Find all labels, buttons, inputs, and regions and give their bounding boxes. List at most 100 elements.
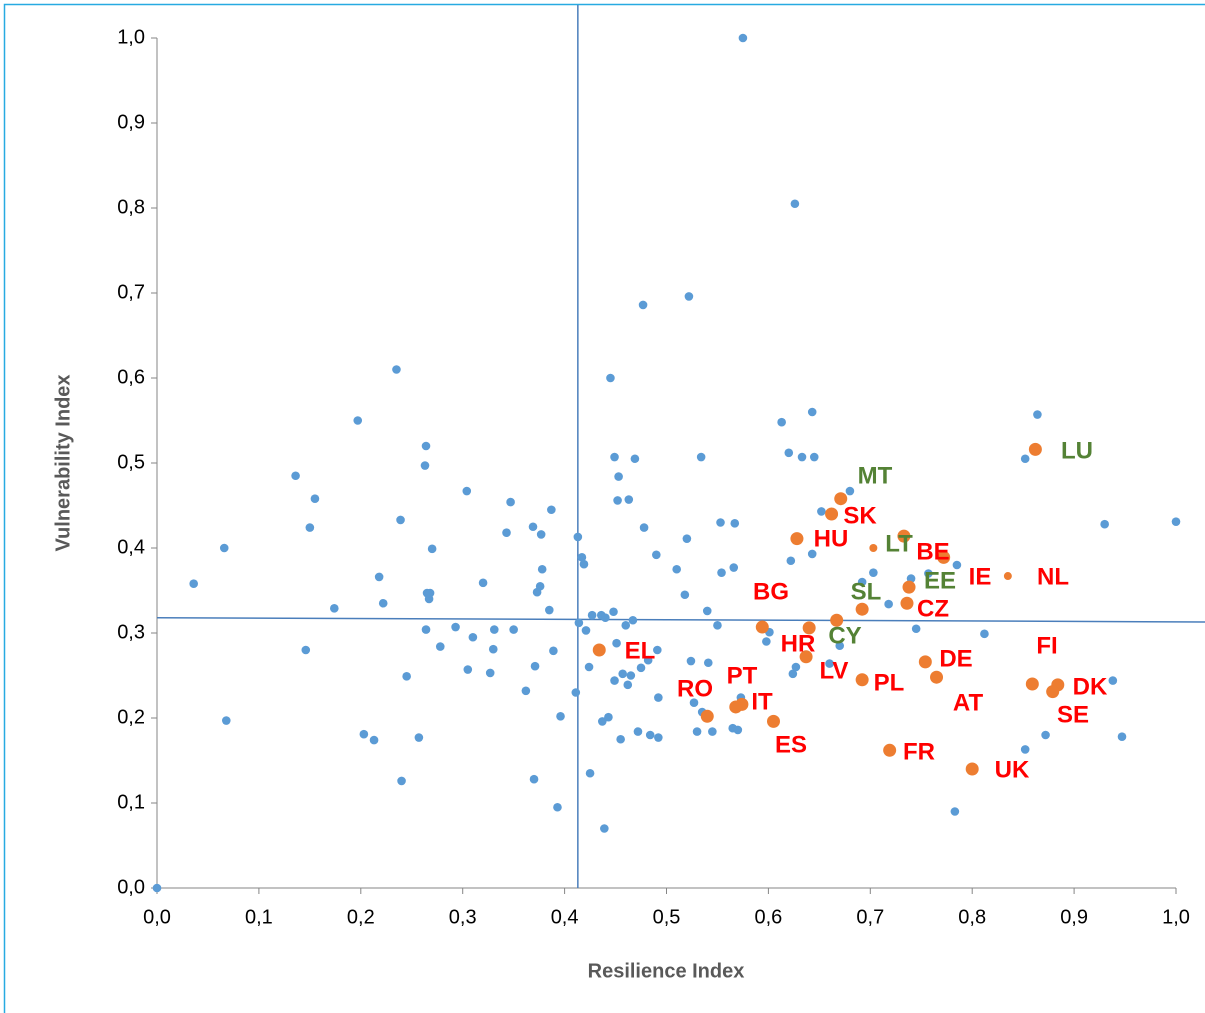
point xyxy=(616,734,625,744)
point xyxy=(359,729,369,739)
point xyxy=(310,494,320,504)
point xyxy=(600,824,609,833)
country-point xyxy=(825,507,839,521)
point xyxy=(762,637,771,646)
point xyxy=(374,572,384,582)
country-label: UK xyxy=(995,756,1030,783)
point xyxy=(835,641,845,651)
point xyxy=(584,662,594,672)
country-label: SL xyxy=(851,578,882,605)
point xyxy=(579,559,589,569)
country-label: MT xyxy=(858,462,893,489)
point xyxy=(485,668,495,678)
x-tick-label: 0,2 xyxy=(347,906,375,928)
country-point xyxy=(1025,677,1039,691)
point xyxy=(468,632,478,642)
country-label: CY xyxy=(828,622,861,649)
point xyxy=(825,659,834,668)
point xyxy=(807,549,817,559)
point xyxy=(556,712,565,721)
point xyxy=(911,624,921,634)
country-point xyxy=(1028,442,1042,456)
country-point xyxy=(729,700,743,714)
country-label: EE xyxy=(924,567,956,594)
point xyxy=(537,564,547,574)
point xyxy=(610,452,619,462)
country-point xyxy=(897,529,911,543)
point xyxy=(713,621,722,630)
point xyxy=(535,581,545,591)
point xyxy=(612,638,621,648)
point xyxy=(581,626,591,635)
point xyxy=(638,300,648,310)
point xyxy=(703,658,713,668)
point xyxy=(626,671,636,680)
point xyxy=(585,768,595,778)
point xyxy=(598,717,607,726)
point xyxy=(708,727,717,736)
point xyxy=(353,416,363,425)
point xyxy=(716,518,725,527)
y-tick-label: 0,4 xyxy=(117,536,145,558)
point xyxy=(788,669,798,679)
point xyxy=(573,532,583,542)
y-tick-label: 0,9 xyxy=(117,111,145,133)
point xyxy=(817,507,826,516)
point xyxy=(684,292,694,301)
country-point xyxy=(700,709,714,723)
point xyxy=(639,523,649,532)
point xyxy=(421,625,431,634)
point xyxy=(857,577,867,587)
point xyxy=(369,735,379,745)
point xyxy=(1117,732,1127,741)
point xyxy=(301,645,311,655)
point xyxy=(536,530,546,539)
point xyxy=(623,680,633,690)
country-label: RO xyxy=(677,675,713,702)
x-axis-title: Resilience Index xyxy=(588,960,745,982)
country-point xyxy=(918,655,932,669)
point xyxy=(682,534,692,543)
country-point xyxy=(883,743,897,757)
country-point xyxy=(855,602,869,616)
country-label: DE xyxy=(939,645,972,672)
x-tick-label: 0,7 xyxy=(856,906,884,928)
point xyxy=(392,365,401,374)
point xyxy=(435,642,445,651)
point xyxy=(397,776,406,786)
x-tick-label: 0,4 xyxy=(551,906,579,928)
point xyxy=(980,629,989,639)
country-label: HU xyxy=(814,525,849,552)
country-point xyxy=(755,620,769,634)
point xyxy=(305,523,315,532)
point xyxy=(610,676,619,685)
y-tick-label: 0,5 xyxy=(117,451,145,473)
point xyxy=(654,693,663,702)
country-point xyxy=(799,650,813,664)
point xyxy=(1041,730,1050,740)
point xyxy=(729,563,739,572)
x-tick-label: 0,5 xyxy=(653,906,681,928)
point xyxy=(692,727,702,736)
country-label: AT xyxy=(953,689,984,716)
country-label: FI xyxy=(1036,632,1057,659)
point xyxy=(545,605,554,615)
country-point xyxy=(937,550,951,564)
country-point xyxy=(592,643,606,657)
point xyxy=(451,622,460,632)
point xyxy=(219,543,229,553)
country-point xyxy=(930,670,944,684)
point xyxy=(630,454,640,464)
point xyxy=(791,662,801,672)
point xyxy=(689,698,699,707)
point xyxy=(738,33,748,43)
point xyxy=(884,599,893,609)
point xyxy=(807,407,817,417)
point xyxy=(1033,410,1042,419)
country-point xyxy=(855,673,869,687)
x-tick-label: 0,6 xyxy=(754,906,782,928)
country-label: CZ xyxy=(917,595,949,622)
point xyxy=(730,519,740,528)
point xyxy=(547,505,556,515)
point xyxy=(577,553,587,562)
